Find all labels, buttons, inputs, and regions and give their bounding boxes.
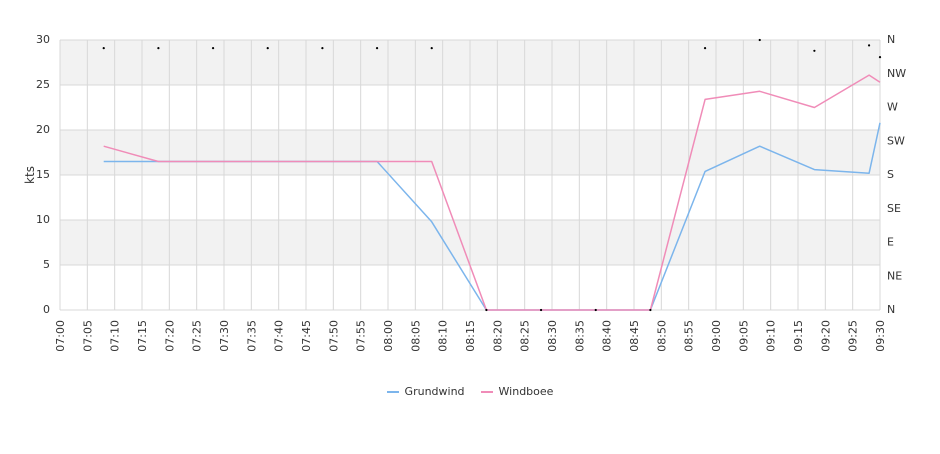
- y2-tick-label: SW: [887, 134, 905, 147]
- direction-marker: [485, 308, 488, 312]
- y2-tick-label: N: [887, 33, 895, 46]
- legend: Grundwind Windboee: [0, 385, 940, 398]
- direction-marker: [813, 49, 816, 52]
- x-tick-label: 08:35: [573, 320, 586, 352]
- direction-marker: [539, 308, 543, 312]
- x-tick-label: 07:45: [300, 320, 313, 352]
- direction-marker: [430, 47, 433, 50]
- x-tick-label: 08:55: [683, 320, 696, 352]
- legend-item-windboee[interactable]: Windboee: [480, 385, 554, 398]
- x-axis-ticks: 07:00 07:05 07:10 07:15 07:20 07:25 07:30 07:35…: [54, 320, 887, 352]
- direction-marker: [375, 47, 379, 50]
- y-tick-label: 0: [43, 303, 50, 316]
- x-tick-label: 09:15: [792, 320, 805, 352]
- x-tick-label: 09:25: [847, 320, 860, 352]
- y-tick-label: 15: [36, 168, 50, 181]
- direction-marker: [102, 47, 105, 50]
- x-tick-label: 07:30: [218, 320, 231, 352]
- x-tick-label: 07:05: [81, 320, 94, 352]
- series-layer: [103, 74, 881, 311]
- y2-tick-label: W: [887, 101, 898, 114]
- x-tick-label: 07:35: [245, 320, 258, 352]
- y-axis-ticks: 0 5 10 15 20 25 30: [36, 33, 50, 316]
- legend-label-windboee: Windboee: [498, 385, 554, 398]
- x-tick-label: 08:05: [409, 320, 422, 352]
- y2-tick-label: NE: [887, 269, 902, 282]
- x-tick-label: 07:10: [109, 320, 122, 352]
- x-tick-label: 08:40: [601, 320, 614, 352]
- x-tick-label: 07:50: [327, 320, 340, 352]
- series-line-windboee[interactable]: [103, 74, 881, 311]
- y2-tick-label: E: [887, 236, 894, 249]
- legend-swatch-grundwind: [386, 390, 399, 393]
- direction-marker: [157, 47, 160, 50]
- direction-marker: [878, 56, 882, 59]
- direction-markers: [102, 38, 882, 312]
- x-tick-label: 08:25: [519, 320, 532, 352]
- direction-marker: [758, 38, 761, 42]
- y-tick-label: 5: [43, 258, 50, 271]
- x-tick-label: 08:45: [628, 320, 641, 352]
- legend-swatch-windboee: [480, 390, 493, 393]
- x-tick-label: 07:15: [136, 320, 149, 352]
- horizontal-gridlines: [60, 39, 880, 311]
- x-tick-label: 07:00: [54, 320, 67, 352]
- y-axis-title: kts: [23, 166, 37, 184]
- x-tick-label: 07:20: [163, 320, 176, 352]
- x-tick-label: 08:10: [437, 320, 450, 352]
- y-tick-label: 20: [36, 123, 50, 136]
- direction-marker: [703, 47, 707, 50]
- y2-tick-label: S: [887, 168, 894, 181]
- x-tick-label: 08:20: [491, 320, 504, 352]
- x-tick-label: 09:05: [737, 320, 750, 352]
- x-tick-label: 07:25: [191, 320, 204, 352]
- direction-marker: [649, 308, 652, 312]
- direction-marker: [321, 47, 324, 50]
- y-tick-label: 25: [36, 78, 50, 91]
- x-tick-label: 08:00: [382, 320, 395, 352]
- direction-marker: [266, 47, 269, 50]
- y2-tick-label: N: [887, 303, 895, 316]
- y2-tick-label: NW: [887, 67, 906, 80]
- direction-marker: [594, 308, 597, 312]
- y-tick-label: 30: [36, 33, 50, 46]
- legend-item-grundwind[interactable]: Grundwind: [386, 385, 465, 398]
- y2-axis-ticks: N NE E SE S SW W NW N: [887, 33, 906, 316]
- x-tick-label: 09:00: [710, 320, 723, 352]
- y-tick-label: 10: [36, 213, 50, 226]
- x-tick-label: 07:40: [273, 320, 286, 352]
- x-tick-label: 09:20: [819, 320, 832, 352]
- x-tick-label: 08:50: [655, 320, 668, 352]
- x-tick-label: 08:30: [546, 320, 559, 352]
- y2-tick-label: SE: [887, 202, 901, 215]
- direction-marker: [867, 44, 871, 47]
- x-tick-label: 09:10: [765, 320, 778, 352]
- x-tick-label: 08:15: [464, 320, 477, 352]
- legend-label-grundwind: Grundwind: [404, 385, 465, 398]
- x-tick-label: 09:30: [874, 320, 887, 352]
- direction-marker: [211, 47, 215, 50]
- x-tick-label: 07:55: [355, 320, 368, 352]
